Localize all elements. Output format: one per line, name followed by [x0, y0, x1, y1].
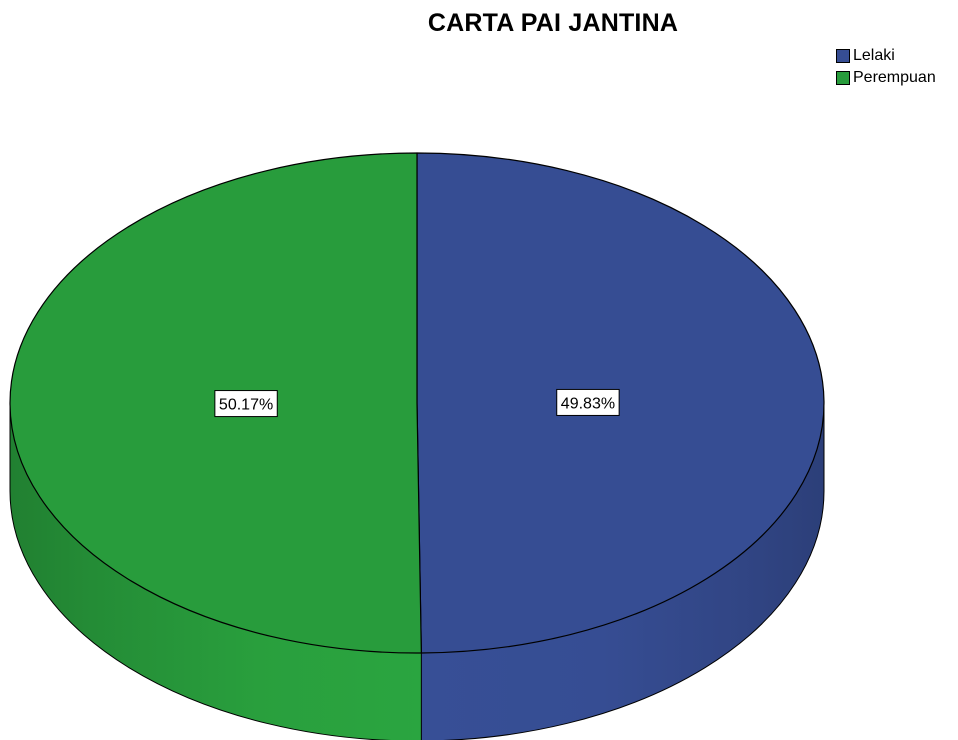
- data-label-box-perempuan: [214, 390, 278, 418]
- data-label-text-perempuan: 50.17%: [219, 397, 273, 414]
- data-label-lelaki: 49.83%: [556, 388, 620, 416]
- legend-swatch-lelaki: [836, 49, 850, 63]
- pie-bottom-edge: [9, 490, 825, 740]
- legend-label-lelaki: Lelaki: [853, 47, 895, 64]
- data-label-text-lelaki: 49.83%: [561, 395, 615, 412]
- legend-swatch-perempuan: [836, 71, 850, 85]
- legend-label-perempuan: Perempuan: [853, 69, 936, 86]
- pie-side-lelaki: [421, 403, 824, 740]
- data-label-perempuan: 50.17%: [214, 390, 278, 418]
- chart-title: CARTA PAI JANTINA: [427, 9, 679, 37]
- pie-side-perempuan: [10, 403, 422, 740]
- pie-slice-lelaki: [416, 152, 825, 654]
- legend-item-lelaki: Lelaki: [836, 45, 936, 67]
- chart-legend: Lelaki Perempuan: [836, 45, 936, 89]
- data-label-box-lelaki: [556, 388, 620, 416]
- legend-item-perempuan: Perempuan: [836, 67, 936, 89]
